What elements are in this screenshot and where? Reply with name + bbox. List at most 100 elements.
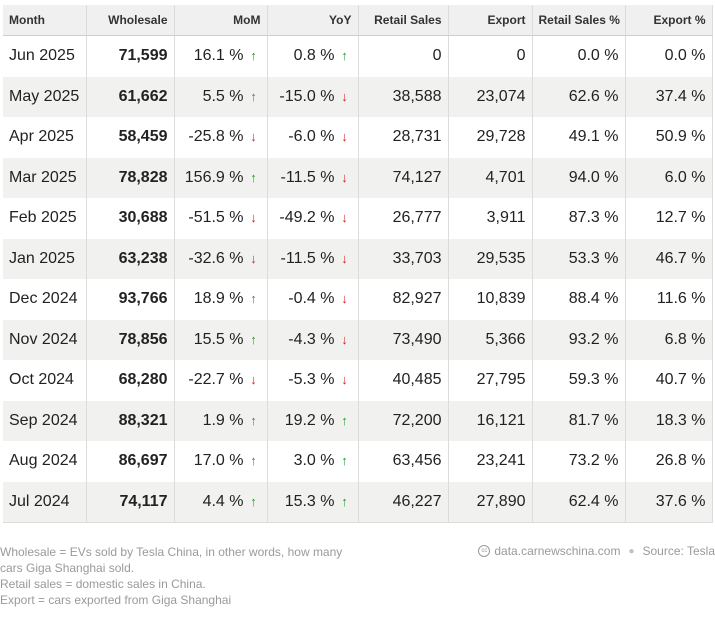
cell-export: 0 [447, 35, 532, 77]
col-header-wholesale[interactable]: Wholesale [85, 5, 174, 36]
cell-retail-sales: 40,485 [357, 360, 448, 401]
cell-mom: -25.8 % ↓ [173, 117, 267, 158]
cell-mom-value: 4.4 % [202, 492, 244, 510]
cell-retail-sales-pct: 62.6 % [531, 76, 625, 117]
col-header-export-pct[interactable]: Export % [624, 5, 712, 36]
cell-wholesale: 88,321 [85, 400, 174, 441]
cell-wholesale: 93,766 [85, 279, 174, 320]
arrow-up-icon: ↑ [341, 493, 348, 509]
cell-retail-sales-pct: 49.1 % [531, 117, 625, 158]
cell-export-value: 23,241 [476, 452, 526, 470]
cell-retail-sales-value: 33,703 [392, 249, 442, 267]
cell-month: Aug 2024 [3, 441, 86, 482]
cell-wholesale: 30,688 [85, 198, 174, 239]
note-export: Export = cars exported from Giga Shangha… [0, 593, 232, 607]
cell-export-pct-value: 50.9 % [655, 128, 706, 146]
note-wholesale: Wholesale = EVs sold by Tesla China, in … [0, 545, 343, 575]
arrow-down-icon: ↓ [341, 291, 348, 307]
cell-yoy-value: 19.2 % [284, 411, 335, 429]
cell-wholesale: 63,238 [85, 238, 174, 279]
cell-mom: 156.9 % ↑ [173, 157, 267, 198]
cell-yoy-value: 15.3 % [284, 492, 335, 510]
arrow-up-icon: ↑ [250, 453, 257, 469]
cell-export-pct-value: 6.8 % [664, 330, 706, 348]
table-row: Jan 2025 63,238 -32.6 % ↓ -11.5 % ↓ 33,703 29,5… [3, 238, 712, 279]
cell-retail-sales-pct: 93.2 % [531, 319, 625, 360]
col-header-mom[interactable]: MoM [173, 5, 267, 36]
sales-table: Month Wholesale MoM YoY Retail Sales Exp… [3, 5, 713, 523]
cell-export-pct-value: 26.8 % [655, 452, 706, 470]
cell-yoy: 19.2 % ↑ [266, 400, 358, 441]
cell-retail-sales-pct: 0.0 % [531, 35, 625, 77]
cell-retail-sales: 72,200 [357, 400, 448, 441]
arrow-down-icon: ↓ [341, 169, 348, 185]
cell-wholesale-value: 78,856 [118, 330, 168, 348]
cell-retail-sales-pct: 94.0 % [531, 157, 625, 198]
cell-mom: 1.9 % ↑ [173, 400, 267, 441]
cell-retail-sales-pct-value: 53.3 % [568, 249, 619, 267]
cell-wholesale: 78,856 [85, 319, 174, 360]
arrow-up-icon: ↑ [250, 291, 257, 307]
cell-export-pct: 37.4 % [624, 76, 712, 117]
col-header-month[interactable]: Month [3, 5, 86, 36]
arrow-down-icon: ↓ [250, 210, 257, 226]
cell-export-value: 5,366 [485, 330, 526, 348]
cell-yoy: -5.3 % ↓ [266, 360, 358, 401]
cell-wholesale: 78,828 [85, 157, 174, 198]
cell-export-value: 3,911 [486, 209, 526, 227]
cell-month-value: Nov 2024 [9, 330, 78, 348]
cell-yoy: 15.3 % ↑ [266, 481, 358, 523]
col-header-retail-sales[interactable]: Retail Sales [357, 5, 448, 36]
cell-retail-sales-value: 63,456 [392, 452, 442, 470]
arrow-up-icon: ↑ [341, 453, 348, 469]
cell-retail-sales-pct: 62.4 % [531, 481, 625, 523]
cell-export-value: 27,890 [476, 492, 526, 510]
cell-mom: 17.0 % ↑ [173, 441, 267, 482]
table-row: Dec 2024 93,766 18.9 % ↑ -0.4 % ↓ 82,927 10,839… [3, 279, 712, 320]
cell-retail-sales-value: 28,731 [392, 128, 442, 146]
cell-wholesale-value: 61,662 [118, 87, 168, 105]
cell-yoy: 3.0 % ↑ [266, 441, 358, 482]
table-row: Oct 2024 68,280 -22.7 % ↓ -5.3 % ↓ 40,485 27,79… [3, 360, 712, 401]
cell-retail-sales-pct-value: 0.0 % [577, 47, 619, 65]
cell-export-pct: 40.7 % [624, 360, 712, 401]
arrow-up-icon: ↑ [341, 48, 348, 64]
col-header-yoy[interactable]: YoY [266, 5, 358, 36]
cell-export: 27,795 [447, 360, 532, 401]
cell-mom-value: -51.5 % [188, 209, 244, 227]
cell-yoy: -6.0 % ↓ [266, 117, 358, 158]
cell-month: Jan 2025 [3, 238, 86, 279]
cell-mom-value: 18.9 % [193, 290, 244, 308]
cell-retail-sales-pct-value: 73.2 % [568, 452, 619, 470]
footer-notes: Wholesale = EVs sold by Tesla China, in … [0, 544, 350, 608]
arrow-down-icon: ↓ [341, 250, 348, 266]
cell-mom: -32.6 % ↓ [173, 238, 267, 279]
cell-wholesale: 61,662 [85, 76, 174, 117]
cell-month-value: Aug 2024 [9, 452, 78, 470]
cell-yoy-value: -11.5 % [280, 168, 335, 186]
cell-retail-sales-pct: 88.4 % [531, 279, 625, 320]
cell-export: 23,241 [447, 441, 532, 482]
cell-retail-sales-pct: 81.7 % [531, 400, 625, 441]
site-link[interactable]: data.carnewschina.com [494, 544, 621, 558]
cell-export: 29,728 [447, 117, 532, 158]
cell-retail-sales: 63,456 [357, 441, 448, 482]
cell-retail-sales: 82,927 [357, 279, 448, 320]
cell-export-pct-value: 11.6 % [656, 290, 706, 308]
cell-mom-value: -25.8 % [188, 128, 244, 146]
cell-mom-value: 16.1 % [193, 47, 244, 65]
cell-mom-value: 5.5 % [202, 87, 244, 105]
table-row: Mar 2025 78,828 156.9 % ↑ -11.5 % ↓ 74,127 4,70… [3, 157, 712, 198]
cell-export-value: 23,074 [476, 87, 526, 105]
cell-month: Apr 2025 [3, 117, 86, 158]
cell-export: 10,839 [447, 279, 532, 320]
table-row: Aug 2024 86,697 17.0 % ↑ 3.0 % ↑ 63,456 23,241 7… [3, 441, 712, 482]
col-header-export[interactable]: Export [447, 5, 532, 36]
cell-month-value: Oct 2024 [9, 371, 74, 389]
cell-mom: -51.5 % ↓ [173, 198, 267, 239]
cell-export-value: 0 [516, 47, 526, 65]
cell-wholesale-value: 68,280 [118, 371, 168, 389]
col-header-retail-sales-pct[interactable]: Retail Sales % [531, 5, 625, 36]
cell-retail-sales: 46,227 [357, 481, 448, 523]
